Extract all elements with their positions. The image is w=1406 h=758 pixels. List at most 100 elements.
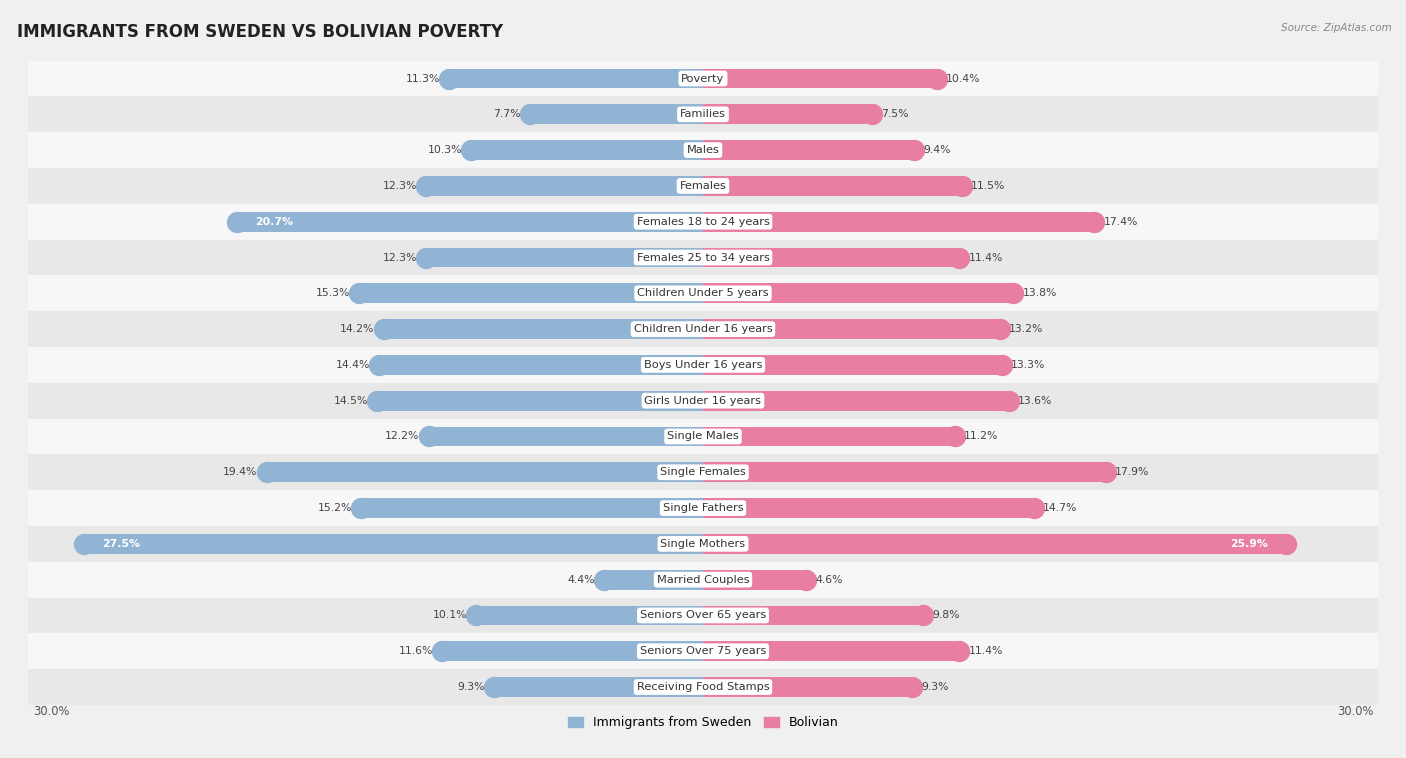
Text: 13.2%: 13.2% [1010,324,1043,334]
Bar [703,462,1105,482]
Bar [703,677,912,697]
Text: 30.0%: 30.0% [1337,705,1374,718]
Text: Single Females: Single Females [661,467,745,478]
Text: 14.7%: 14.7% [1043,503,1077,513]
Bar [475,606,703,625]
Bar [703,140,914,160]
Text: 11.6%: 11.6% [399,647,433,656]
Text: Males: Males [686,145,720,155]
Text: 10.1%: 10.1% [432,610,467,621]
Text: Children Under 5 years: Children Under 5 years [637,288,769,299]
Text: 27.5%: 27.5% [103,539,141,549]
Bar [28,634,1378,669]
Bar [28,61,1378,96]
Text: Seniors Over 75 years: Seniors Over 75 years [640,647,766,656]
Bar [494,677,703,697]
Text: Poverty: Poverty [682,74,724,83]
Bar [28,597,1378,634]
Bar [377,391,703,411]
Bar [703,176,962,196]
Text: 10.4%: 10.4% [946,74,980,83]
Text: 17.4%: 17.4% [1104,217,1137,227]
Text: Boys Under 16 years: Boys Under 16 years [644,360,762,370]
Text: 12.3%: 12.3% [382,252,418,262]
Text: Females 25 to 34 years: Females 25 to 34 years [637,252,769,262]
Bar [28,347,1378,383]
Text: Receiving Food Stamps: Receiving Food Stamps [637,682,769,692]
Bar [28,562,1378,597]
Bar [361,498,703,518]
Text: Families: Families [681,109,725,119]
Text: 15.3%: 15.3% [315,288,350,299]
Bar [28,454,1378,490]
Bar [703,355,1002,374]
Text: 12.3%: 12.3% [382,181,418,191]
Text: 11.2%: 11.2% [965,431,998,441]
Text: 7.7%: 7.7% [494,109,520,119]
Bar [530,105,703,124]
Text: 7.5%: 7.5% [880,109,908,119]
Bar [28,312,1378,347]
Text: 17.9%: 17.9% [1115,467,1149,478]
Bar [429,427,703,446]
Bar [703,570,807,590]
Text: Females: Females [679,181,727,191]
Bar [703,534,1285,553]
Legend: Immigrants from Sweden, Bolivian: Immigrants from Sweden, Bolivian [562,711,844,735]
Bar [703,248,959,268]
Bar [267,462,703,482]
Text: Married Couples: Married Couples [657,575,749,584]
Bar [703,212,1094,231]
Text: 12.2%: 12.2% [385,431,419,441]
Bar [28,275,1378,312]
Bar [703,641,959,661]
Bar [238,212,703,231]
Bar [703,427,955,446]
Text: 25.9%: 25.9% [1230,539,1268,549]
Bar [28,526,1378,562]
Text: 20.7%: 20.7% [256,217,294,227]
Text: Children Under 16 years: Children Under 16 years [634,324,772,334]
Text: Single Males: Single Males [666,431,740,441]
Bar [359,283,703,303]
Bar [84,534,703,553]
Text: 9.3%: 9.3% [457,682,485,692]
Bar [471,140,703,160]
Text: 19.4%: 19.4% [224,467,257,478]
Bar [28,168,1378,204]
Text: 13.3%: 13.3% [1011,360,1046,370]
Bar [703,606,924,625]
Text: 9.3%: 9.3% [921,682,949,692]
Bar [28,240,1378,275]
Text: 14.5%: 14.5% [333,396,368,406]
Text: 4.4%: 4.4% [568,575,595,584]
Bar [703,498,1033,518]
Text: 10.3%: 10.3% [427,145,463,155]
Text: 9.4%: 9.4% [924,145,950,155]
Text: Seniors Over 65 years: Seniors Over 65 years [640,610,766,621]
Bar [28,132,1378,168]
Text: 11.5%: 11.5% [970,181,1005,191]
Text: 13.8%: 13.8% [1022,288,1057,299]
Text: Girls Under 16 years: Girls Under 16 years [644,396,762,406]
Text: Source: ZipAtlas.com: Source: ZipAtlas.com [1281,23,1392,33]
Text: 13.6%: 13.6% [1018,396,1052,406]
Bar [703,69,936,89]
Text: 14.4%: 14.4% [336,360,370,370]
Text: 11.4%: 11.4% [969,647,1002,656]
Bar [28,490,1378,526]
Bar [703,105,872,124]
Bar [605,570,703,590]
Text: Females 18 to 24 years: Females 18 to 24 years [637,217,769,227]
Bar [28,669,1378,705]
Text: 11.4%: 11.4% [969,252,1002,262]
Bar [703,319,1000,339]
Text: 14.2%: 14.2% [340,324,374,334]
Bar [426,176,703,196]
Text: 11.3%: 11.3% [405,74,440,83]
Bar [28,418,1378,454]
Text: Single Mothers: Single Mothers [661,539,745,549]
Text: 4.6%: 4.6% [815,575,844,584]
Text: 15.2%: 15.2% [318,503,352,513]
Text: 9.8%: 9.8% [932,610,960,621]
